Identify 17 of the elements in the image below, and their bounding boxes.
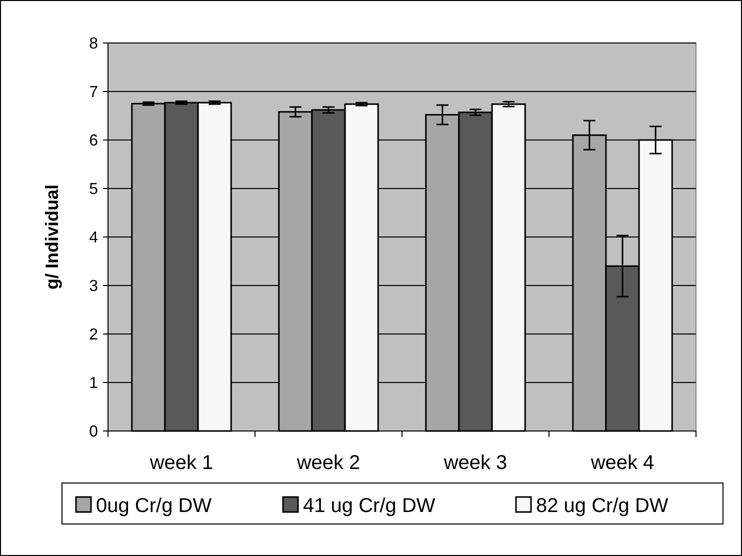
x-tick-label: week 1 <box>148 452 214 474</box>
y-tick-label: 3 <box>89 278 98 296</box>
y-tick-label: 0 <box>89 424 98 441</box>
y-tick-label: 2 <box>89 326 98 344</box>
x-tick-label: week 4 <box>590 452 654 474</box>
legend-label: 82 ug Cr/g DW <box>536 495 668 517</box>
y-tick-label: 7 <box>89 84 98 102</box>
y-tick-label: 1 <box>89 375 98 392</box>
y-axis-title: g/ Individual <box>42 184 62 290</box>
y-tick-label: 6 <box>89 132 98 150</box>
x-tick-label: week 2 <box>296 452 360 474</box>
y-tick-label: 8 <box>89 36 98 53</box>
y-tick-label: 4 <box>89 230 98 247</box>
y-tick-label: 5 <box>89 181 98 198</box>
legend-label: 0ug Cr/g DW <box>96 495 212 517</box>
x-tick-label: week 3 <box>442 452 508 474</box>
legend-label: 41 ug Cr/g DW <box>303 495 436 517</box>
